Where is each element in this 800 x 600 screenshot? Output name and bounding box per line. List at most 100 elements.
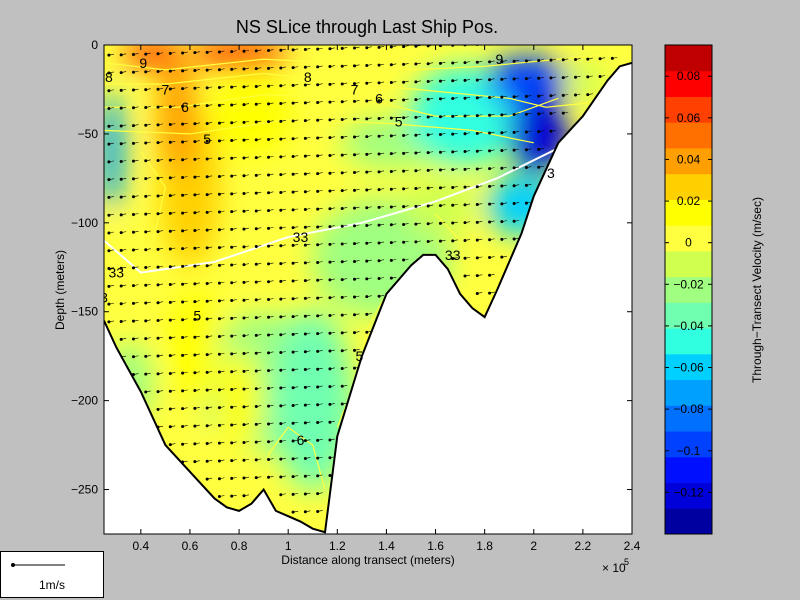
vector-tail	[391, 241, 397, 243]
vector-node	[525, 42, 528, 45]
vector-tail	[194, 193, 200, 196]
vector-tail	[108, 125, 114, 127]
contour-label: 33	[293, 229, 309, 245]
vector-tail	[452, 150, 458, 153]
vector-tail	[133, 248, 139, 251]
scale-label: 1m/s	[39, 578, 66, 592]
vector-tail	[501, 184, 507, 187]
vector-tail	[501, 131, 507, 133]
vector-tail	[501, 95, 507, 98]
vector-tail	[121, 89, 127, 91]
vector-tail	[145, 230, 151, 233]
vector-tail	[342, 260, 348, 263]
vector-tail	[440, 222, 446, 224]
vector-tail	[293, 350, 299, 353]
field-patch	[567, 60, 608, 101]
vector-tail	[145, 372, 151, 375]
vector-tail	[157, 88, 164, 90]
vector-tail	[477, 114, 483, 116]
vector-tail	[219, 317, 225, 319]
field-patch	[189, 45, 290, 68]
vector-tail	[501, 238, 507, 240]
vector-tail	[256, 156, 262, 158]
vector-tail	[440, 168, 446, 171]
vector-tail	[145, 123, 151, 126]
vector-tail	[378, 206, 385, 208]
vector-tail	[366, 224, 372, 226]
vector-tail	[108, 302, 114, 305]
vector-tail	[514, 148, 520, 151]
plot-frame	[103, 44, 633, 535]
colorbar-tick-label: −0.06	[673, 361, 704, 375]
vector-tail	[133, 159, 139, 162]
vector-tail	[182, 460, 188, 463]
vector-tail	[268, 67, 274, 69]
colorbar-swatch	[665, 405, 712, 432]
vector-tail	[378, 294, 385, 297]
colorbar-swatch	[665, 199, 712, 226]
vector-tail	[526, 148, 532, 151]
vector-tail	[354, 206, 360, 209]
x-tick-label: 0.4	[132, 539, 149, 553]
vector-tail	[403, 187, 409, 190]
vector-tail	[194, 282, 200, 285]
vector-tail	[170, 318, 176, 321]
vector-tail	[305, 439, 311, 441]
vector-tail	[157, 212, 164, 215]
vector-tail	[305, 421, 311, 424]
vector-tail	[403, 116, 409, 119]
vector-tail	[366, 99, 372, 102]
x-tick-label: 1.8	[476, 539, 493, 553]
vector-tail	[243, 281, 250, 283]
vector-tail	[317, 65, 323, 68]
vector-tail	[538, 165, 544, 168]
vector-tail	[133, 53, 139, 55]
vector-tail	[612, 40, 617, 41]
vector-tail	[268, 120, 274, 122]
vector-tail	[207, 388, 213, 391]
vector-tail	[207, 317, 213, 320]
vector-tail	[317, 296, 323, 299]
contour-label: 33	[445, 247, 461, 263]
vector-tail	[600, 40, 605, 41]
vector-tail	[157, 105, 164, 108]
vector-tail	[538, 148, 544, 150]
vector-tail	[317, 83, 323, 85]
vector-tail	[194, 86, 200, 89]
vector-tail	[378, 134, 385, 137]
vector-tail	[612, 57, 618, 59]
vector-tail	[563, 58, 569, 61]
vector-tail	[317, 278, 323, 281]
vector-tail	[231, 388, 237, 390]
vector-tail	[428, 204, 434, 207]
vector-tail	[514, 219, 520, 222]
vector-tail	[293, 475, 299, 477]
vector-tail	[219, 299, 225, 302]
vector-tail	[317, 136, 323, 139]
vector-tail	[526, 95, 532, 97]
vector-tail	[268, 262, 274, 265]
vector-tail	[157, 194, 164, 197]
vector-tail	[268, 476, 274, 478]
vector-tail	[280, 333, 286, 335]
vector-tail	[452, 203, 458, 206]
vector-tail	[207, 460, 213, 462]
vector-tail	[219, 335, 225, 337]
y-axis-label: Depth (meters)	[53, 250, 67, 330]
vector-tail	[157, 70, 164, 72]
vector-tail	[403, 45, 409, 47]
vector-tail	[415, 98, 421, 100]
colorbar-frame	[664, 44, 713, 535]
vector-tail	[157, 230, 164, 232]
x-axis-label: Distance along transect (meters)	[281, 553, 454, 567]
vector-tail	[501, 149, 507, 151]
vector-tail	[501, 202, 507, 205]
contour-label: 3	[100, 290, 108, 306]
vector-tail	[268, 387, 274, 389]
vector-tail	[317, 47, 323, 50]
vector-tail	[317, 101, 323, 103]
vector-tail	[317, 385, 323, 388]
vector-tail	[268, 191, 274, 194]
vector-tail	[219, 68, 225, 71]
